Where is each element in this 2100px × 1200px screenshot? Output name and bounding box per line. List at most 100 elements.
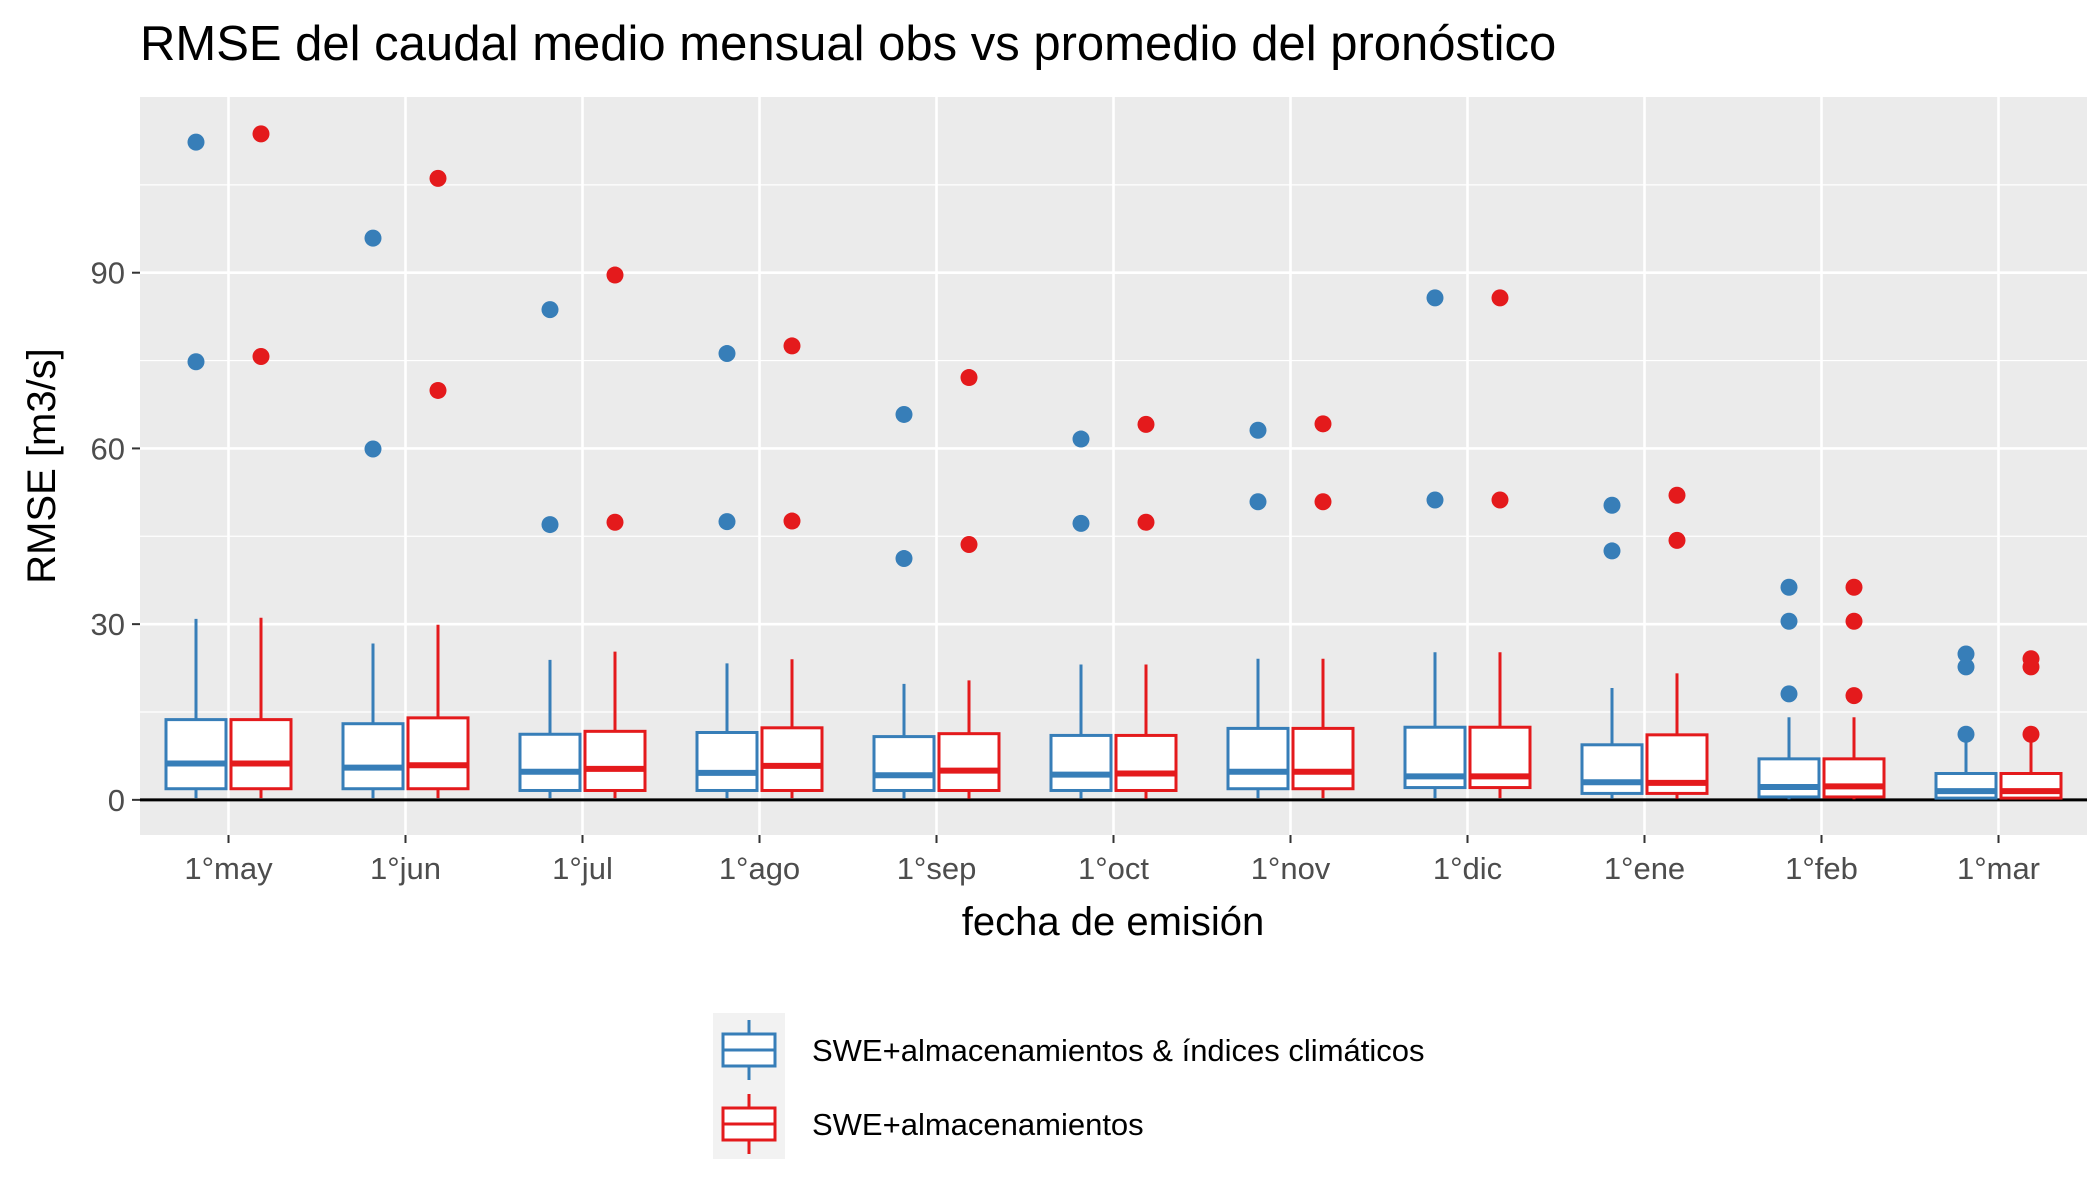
x-tick-label: 1°oct <box>1078 851 1149 886</box>
x-tick-label: 1°jun <box>370 851 441 886</box>
outlier-point <box>1780 578 1798 596</box>
box-blue <box>872 405 936 799</box>
box-body <box>1226 726 1290 791</box>
outlier-point <box>960 369 978 387</box>
legend-key <box>721 1020 777 1080</box>
box-red <box>1999 650 2063 800</box>
x-tick-label: 1°may <box>184 851 273 886</box>
box-body <box>1757 757 1821 799</box>
outlier-point <box>1845 687 1863 705</box>
box-body <box>583 729 647 792</box>
outlier-point <box>1249 493 1267 511</box>
y-tick-label: 90 <box>91 256 125 291</box>
box-red <box>406 169 470 799</box>
box-body <box>1999 772 2063 800</box>
box-body <box>1049 733 1113 792</box>
outlier-point <box>364 229 382 247</box>
outlier-point <box>718 513 736 531</box>
outlier-point <box>1314 493 1332 511</box>
box-blue <box>1226 421 1290 799</box>
box-body <box>760 726 824 792</box>
outlier-point <box>895 405 913 423</box>
outlier-point <box>1957 658 1975 676</box>
outlier-point <box>187 353 205 371</box>
box-red <box>1468 289 1532 799</box>
box-red <box>1645 486 1709 799</box>
box-body <box>1934 772 1998 800</box>
outlier-point <box>783 512 801 530</box>
outlier-point <box>541 516 559 534</box>
outlier-point <box>1668 486 1686 504</box>
box-blue <box>1757 578 1821 800</box>
box-body <box>229 718 293 791</box>
box-body <box>406 716 470 791</box>
box-body <box>164 718 228 791</box>
chart-title: RMSE del caudal medio mensual obs vs pro… <box>140 17 1556 71</box>
outlier-point <box>1491 491 1509 509</box>
box-body <box>518 732 582 792</box>
box-body <box>872 735 936 792</box>
outlier-point <box>1426 289 1444 307</box>
outlier-point <box>1603 542 1621 560</box>
outlier-point <box>1957 725 1975 743</box>
x-tick-label: 1°jul <box>552 851 613 886</box>
box-red <box>1114 415 1178 799</box>
x-tick-label: 1°mar <box>1957 851 2040 886</box>
outlier-point <box>1957 645 1975 663</box>
outlier-point <box>1845 612 1863 630</box>
outlier-point <box>718 345 736 363</box>
box-blue <box>341 229 405 799</box>
outlier-point <box>1137 513 1155 531</box>
box-red <box>1822 578 1886 800</box>
y-axis-title: RMSE [m3/s] <box>20 348 64 584</box>
outlier-point <box>1072 514 1090 532</box>
box-red <box>229 125 293 799</box>
outlier-point <box>1426 491 1444 509</box>
x-tick-label: 1°ago <box>719 851 800 886</box>
outlier-point <box>960 535 978 553</box>
y-tick-label: 60 <box>91 431 125 466</box>
outlier-point <box>2022 725 2040 743</box>
x-tick-label: 1°sep <box>897 851 977 886</box>
outlier-point <box>1668 531 1686 549</box>
outlier-point <box>252 347 270 365</box>
x-tick-label: 1°nov <box>1251 851 1331 886</box>
box-blue <box>1049 430 1113 799</box>
box-red <box>583 266 647 799</box>
box-blue <box>164 133 228 799</box>
outlier-point <box>895 550 913 568</box>
outlier-point <box>429 381 447 399</box>
legend: SWE+almacenamientos & índices climáticos… <box>713 1013 1425 1159</box>
box-blue <box>1934 645 1998 800</box>
x-axis-ticks: 1°may 1°jun 1°jul 1°ago 1°sep 1°oct 1°nov 1°dic… <box>184 835 2040 886</box>
box-red <box>1291 415 1355 799</box>
outlier-point <box>1249 421 1267 439</box>
x-tick-label: 1°feb <box>1785 851 1858 886</box>
box-body <box>341 722 405 791</box>
box-body <box>695 731 759 792</box>
outlier-point <box>606 266 624 284</box>
outlier-point <box>606 513 624 531</box>
box-body <box>1822 757 1886 799</box>
x-tick-label: 1°ene <box>1604 851 1685 886</box>
box-blue <box>695 345 759 799</box>
legend-label: SWE+almacenamientos & índices climáticos <box>812 1033 1425 1068</box>
outlier-point <box>2022 650 2040 668</box>
boxes-layer <box>164 125 2063 800</box>
box-body <box>1580 743 1644 795</box>
outlier-point <box>364 440 382 458</box>
box-red <box>937 369 1001 799</box>
legend-label: SWE+almacenamientos <box>812 1107 1144 1142</box>
legend-key <box>721 1094 777 1154</box>
box-body <box>1291 726 1355 791</box>
outlier-point <box>429 169 447 187</box>
outlier-point <box>1603 496 1621 514</box>
y-tick-label: 30 <box>91 607 125 642</box>
box-body <box>937 732 1001 792</box>
box-body <box>1114 733 1178 792</box>
outlier-point <box>541 301 559 319</box>
x-tick-label: 1°dic <box>1433 851 1502 886</box>
outlier-point <box>1845 578 1863 596</box>
outlier-point <box>1072 430 1090 448</box>
